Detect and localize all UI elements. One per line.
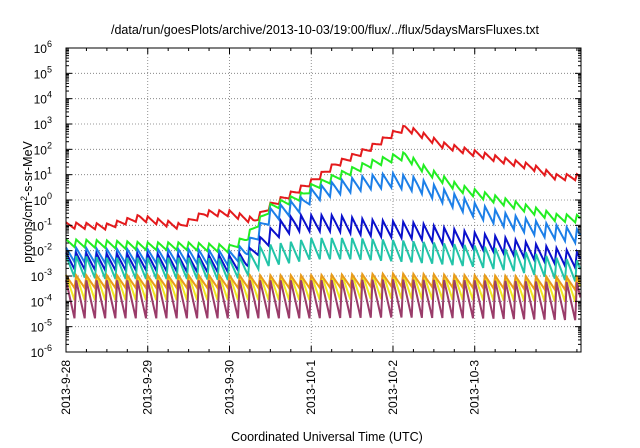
y-tick-label: 105 bbox=[34, 64, 52, 81]
x-tick-label: 2013-9-28 bbox=[59, 360, 73, 415]
y-tick-label: 103 bbox=[34, 115, 52, 132]
series-line-5 bbox=[65, 237, 582, 282]
y-tick-label: 106 bbox=[34, 39, 52, 56]
x-tick-label: 2013-10-3 bbox=[468, 360, 482, 415]
series-line-1 bbox=[65, 124, 581, 232]
y-tick-label: 102 bbox=[34, 140, 52, 157]
series-line-8 bbox=[65, 279, 582, 321]
x-tick-label: 2013-10-2 bbox=[386, 360, 400, 415]
y-tick-label: 100 bbox=[34, 191, 52, 208]
y-tick-label: 10-6 bbox=[31, 343, 52, 360]
x-tick-labels: 2013-9-28 2013-9-29 2013-9-30 2013-10-1 2013… bbox=[59, 360, 482, 415]
series-line-2 bbox=[65, 150, 581, 255]
y-tick-label: 10-2 bbox=[31, 242, 52, 259]
series-line-7 bbox=[65, 270, 582, 293]
x-tick-label: 2013-9-30 bbox=[222, 360, 236, 415]
y-axis-label: protons/cm2-s-sr-MeV bbox=[19, 140, 35, 262]
y-tick-label: 10-5 bbox=[31, 318, 52, 335]
y-tick-label: 101 bbox=[34, 166, 52, 183]
y-tick-label: 10-3 bbox=[31, 267, 52, 284]
y-tick-label: 10-1 bbox=[31, 216, 52, 233]
ticks bbox=[65, 47, 581, 353]
x-axis-label: Coordinated Universal Time (UTC) bbox=[231, 430, 423, 444]
series-line-4 bbox=[65, 211, 582, 276]
series-line-3 bbox=[65, 169, 582, 269]
chart-title: /data/run/goesPlots/archive/2013-10-03/1… bbox=[111, 23, 540, 37]
y-tick-label: 104 bbox=[34, 90, 52, 107]
y-tick-labels: 10-6 10-5 10-4 10-3 10-2 10-1 100 101 102 103 104 1… bbox=[31, 39, 52, 360]
series-group bbox=[65, 124, 582, 321]
y-tick-label: 10-4 bbox=[31, 292, 52, 309]
x-tick-label: 2013-9-29 bbox=[141, 360, 155, 415]
x-tick-label: 2013-10-1 bbox=[304, 360, 318, 415]
